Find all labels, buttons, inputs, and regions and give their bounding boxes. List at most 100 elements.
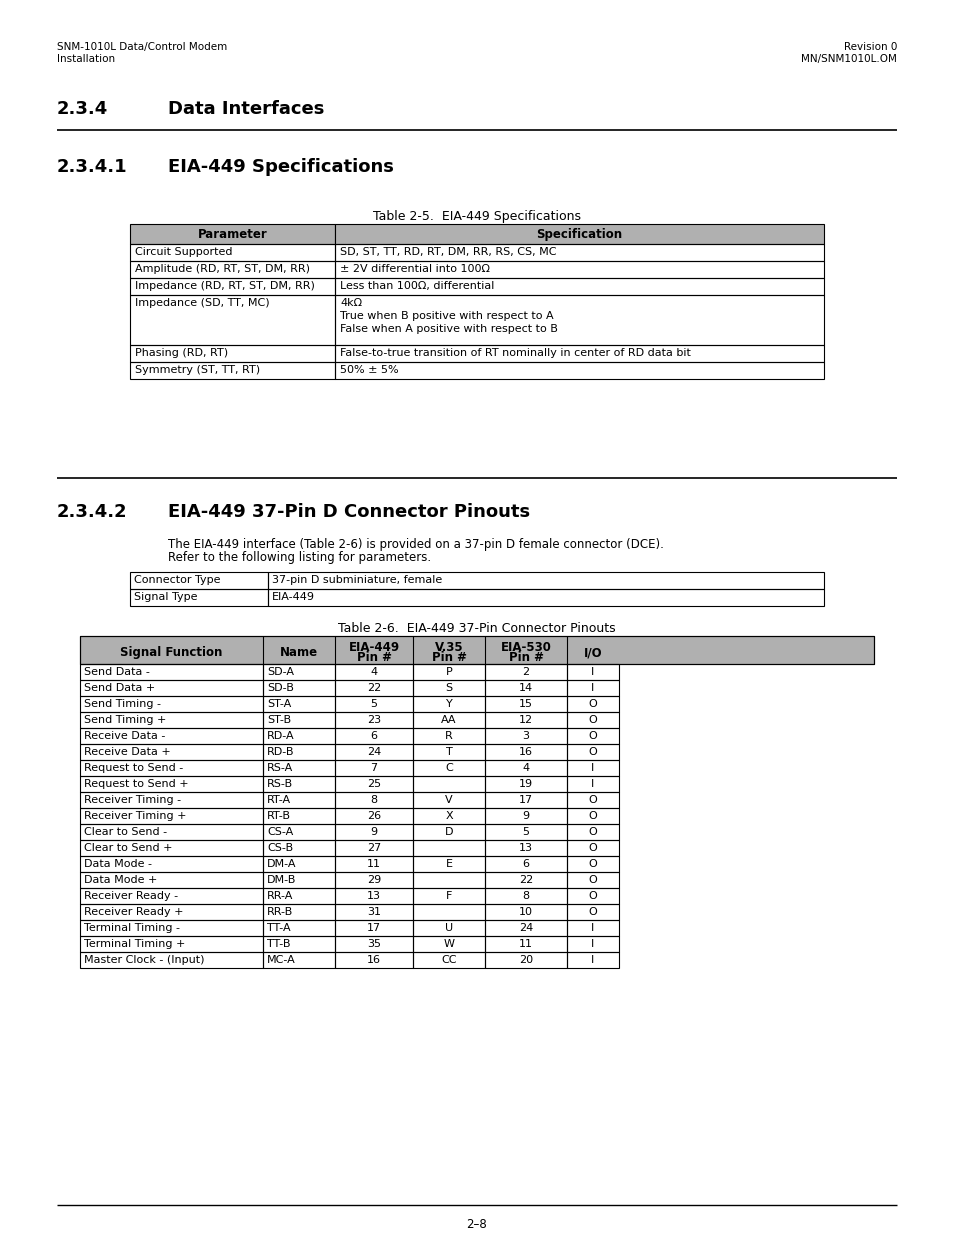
Text: True when B positive with respect to A: True when B positive with respect to A <box>339 311 553 321</box>
Text: O: O <box>588 731 597 741</box>
Text: 19: 19 <box>518 779 533 789</box>
Bar <box>566 824 618 840</box>
Bar <box>566 888 618 904</box>
Bar <box>130 572 268 589</box>
Text: 7: 7 <box>370 763 377 773</box>
Text: Request to Send -: Request to Send - <box>84 763 183 773</box>
Bar <box>80 840 263 856</box>
Bar <box>130 261 335 278</box>
Text: Send Data +: Send Data + <box>84 683 155 693</box>
Bar <box>566 743 618 760</box>
Text: Symmetry (ST, TT, RT): Symmetry (ST, TT, RT) <box>135 366 260 375</box>
Bar <box>80 936 263 952</box>
Text: O: O <box>588 844 597 853</box>
Text: 16: 16 <box>367 955 380 965</box>
Text: O: O <box>588 795 597 805</box>
Text: W: W <box>443 939 454 948</box>
Text: Parameter: Parameter <box>197 228 267 241</box>
Text: Receiver Ready +: Receiver Ready + <box>84 906 183 918</box>
Text: False when A positive with respect to B: False when A positive with respect to B <box>339 324 558 333</box>
Bar <box>413 856 484 872</box>
Text: EIA-449: EIA-449 <box>272 592 314 601</box>
Text: Installation: Installation <box>57 54 115 64</box>
Text: I: I <box>591 923 594 932</box>
Text: 22: 22 <box>518 876 533 885</box>
Bar <box>263 808 335 824</box>
Text: Receive Data -: Receive Data - <box>84 731 165 741</box>
Bar <box>484 824 566 840</box>
Text: Phasing (RD, RT): Phasing (RD, RT) <box>135 348 228 358</box>
Bar <box>566 680 618 697</box>
Text: The EIA-449 interface (Table 2-6) is provided on a 37-pin D female connector (DC: The EIA-449 interface (Table 2-6) is pro… <box>168 538 663 551</box>
Text: MC-A: MC-A <box>267 955 295 965</box>
Text: Clear to Send +: Clear to Send + <box>84 844 172 853</box>
Bar <box>263 792 335 808</box>
Text: 4: 4 <box>370 667 377 677</box>
Text: Name: Name <box>279 646 317 659</box>
Text: O: O <box>588 699 597 709</box>
Text: 35: 35 <box>367 939 380 948</box>
Text: U: U <box>444 923 453 932</box>
Text: 4: 4 <box>522 763 529 773</box>
Text: 5: 5 <box>370 699 377 709</box>
Bar <box>263 904 335 920</box>
Text: Data Interfaces: Data Interfaces <box>168 100 324 119</box>
Bar <box>566 760 618 776</box>
Text: 13: 13 <box>367 890 380 902</box>
Text: Receive Data +: Receive Data + <box>84 747 171 757</box>
Text: 2.3.4: 2.3.4 <box>57 100 108 119</box>
Bar <box>566 952 618 968</box>
Text: 6: 6 <box>522 860 529 869</box>
Bar <box>335 808 413 824</box>
Bar <box>413 776 484 792</box>
Bar <box>413 872 484 888</box>
Text: 24: 24 <box>518 923 533 932</box>
Bar <box>566 713 618 727</box>
Text: Refer to the following listing for parameters.: Refer to the following listing for param… <box>168 551 431 564</box>
Text: EIA-530: EIA-530 <box>500 641 551 655</box>
Bar <box>484 664 566 680</box>
Text: O: O <box>588 906 597 918</box>
Text: 11: 11 <box>518 939 533 948</box>
Text: D: D <box>444 827 453 837</box>
Text: Receiver Ready -: Receiver Ready - <box>84 890 178 902</box>
Bar <box>566 808 618 824</box>
Bar <box>263 936 335 952</box>
Text: E: E <box>445 860 452 869</box>
Text: 20: 20 <box>518 955 533 965</box>
Text: SNM-1010L Data/Control Modem: SNM-1010L Data/Control Modem <box>57 42 227 52</box>
Bar <box>335 713 413 727</box>
Text: I: I <box>591 667 594 677</box>
Text: DM-B: DM-B <box>267 876 296 885</box>
Text: Send Timing -: Send Timing - <box>84 699 161 709</box>
Bar <box>335 362 823 379</box>
Text: Master Clock - (Input): Master Clock - (Input) <box>84 955 204 965</box>
Text: 16: 16 <box>518 747 533 757</box>
Text: 15: 15 <box>518 699 533 709</box>
Text: ST-A: ST-A <box>267 699 291 709</box>
Bar <box>80 664 263 680</box>
Text: DM-A: DM-A <box>267 860 296 869</box>
Bar <box>268 589 823 606</box>
Bar <box>335 776 413 792</box>
Text: Data Mode -: Data Mode - <box>84 860 152 869</box>
Text: Impedance (RD, RT, ST, DM, RR): Impedance (RD, RT, ST, DM, RR) <box>135 282 314 291</box>
Text: O: O <box>588 876 597 885</box>
Bar <box>335 792 413 808</box>
Bar <box>413 760 484 776</box>
Text: O: O <box>588 890 597 902</box>
Text: RT-A: RT-A <box>267 795 291 805</box>
Text: TT-B: TT-B <box>267 939 291 948</box>
Text: RD-B: RD-B <box>267 747 294 757</box>
Bar <box>413 664 484 680</box>
Bar <box>484 760 566 776</box>
Bar <box>566 904 618 920</box>
Text: RR-A: RR-A <box>267 890 294 902</box>
Bar <box>484 872 566 888</box>
Text: Request to Send +: Request to Send + <box>84 779 189 789</box>
Text: EIA-449 37-Pin D Connector Pinouts: EIA-449 37-Pin D Connector Pinouts <box>168 503 530 521</box>
Bar <box>80 776 263 792</box>
Bar <box>566 920 618 936</box>
Bar <box>130 345 335 362</box>
Bar <box>80 824 263 840</box>
